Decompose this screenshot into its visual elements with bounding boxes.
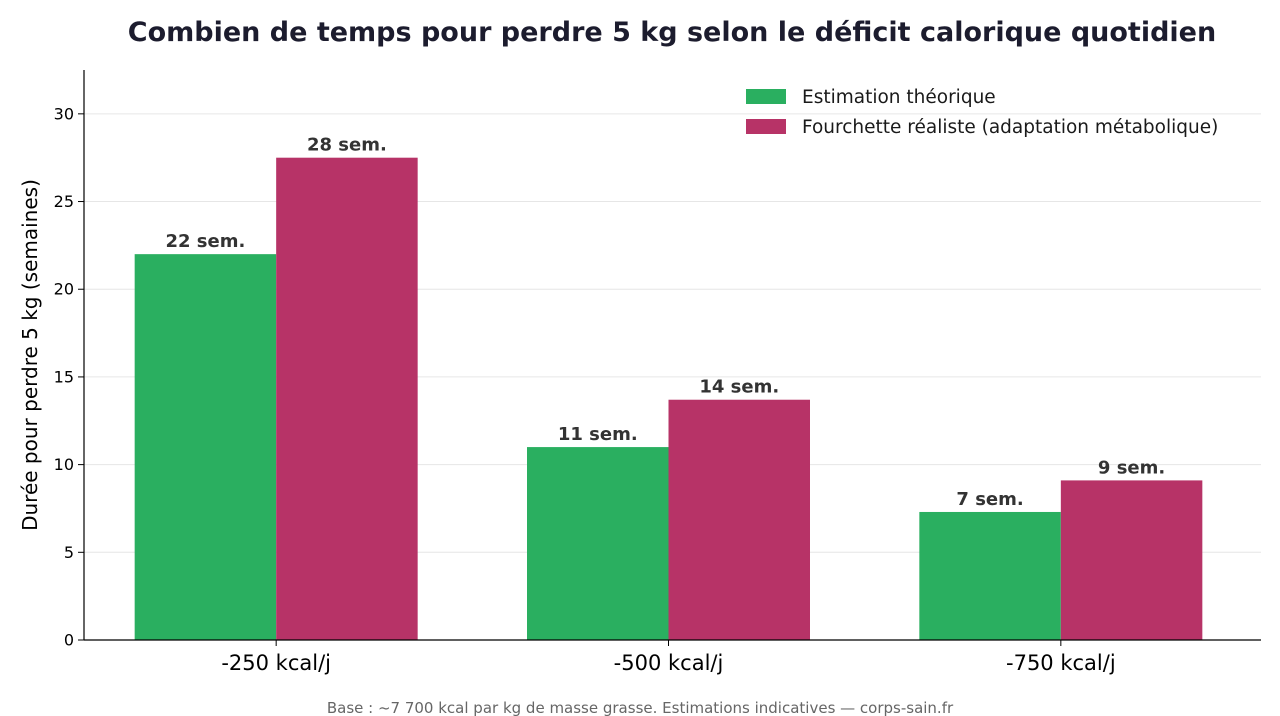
legend-label: Fourchette réaliste (adaptation métaboli… bbox=[802, 117, 1218, 138]
bar bbox=[527, 447, 669, 640]
bar bbox=[1060, 480, 1203, 640]
bar-value-label: 7 sem. bbox=[956, 489, 1023, 510]
chart-title: Combien de temps pour perdre 5 kg selon … bbox=[128, 17, 1216, 48]
bar-value-label: 22 sem. bbox=[165, 231, 245, 252]
y-tick-label: 30 bbox=[54, 104, 74, 123]
bar-value-label: 11 sem. bbox=[558, 424, 638, 445]
y-tick-label: 25 bbox=[54, 192, 74, 211]
legend-swatch bbox=[746, 89, 786, 104]
x-tick-labels: -250 kcal/j -500 kcal/j -750 kcal/j bbox=[221, 651, 1115, 675]
legend: Estimation théorique Fourchette réaliste … bbox=[746, 87, 1218, 138]
y-tick-label: 15 bbox=[54, 367, 74, 386]
bar bbox=[668, 399, 810, 640]
y-tick-label: 20 bbox=[54, 280, 74, 299]
x-tick-label: -500 kcal/j bbox=[614, 651, 724, 675]
legend-label: Estimation théorique bbox=[802, 87, 996, 108]
y-axis-label: Durée pour perdre 5 kg (semaines) bbox=[18, 179, 42, 531]
bar-labels: 22 sem. 28 sem. 11 sem. 14 sem. 7 sem. 9 sem. bbox=[165, 135, 1165, 510]
bar-value-label: 14 sem. bbox=[699, 377, 779, 398]
y-tick-label: 10 bbox=[54, 455, 74, 474]
x-tick-label: -250 kcal/j bbox=[221, 651, 331, 675]
bar bbox=[134, 254, 277, 640]
y-tick-label: 5 bbox=[64, 543, 74, 562]
bar bbox=[919, 511, 1061, 640]
y-tick-labels: 0 5 10 15 20 25 30 bbox=[54, 104, 74, 649]
axes bbox=[78, 70, 1261, 646]
bars bbox=[134, 157, 1203, 640]
x-tick-label: -750 kcal/j bbox=[1006, 651, 1116, 675]
bar-value-label: 28 sem. bbox=[307, 135, 387, 156]
bar bbox=[276, 157, 418, 640]
y-tick-label: 0 bbox=[64, 631, 74, 650]
legend-swatch bbox=[746, 119, 786, 134]
footnote: Base : ~7 700 kcal par kg de masse grass… bbox=[327, 699, 954, 716]
bar-value-label: 9 sem. bbox=[1098, 457, 1165, 478]
